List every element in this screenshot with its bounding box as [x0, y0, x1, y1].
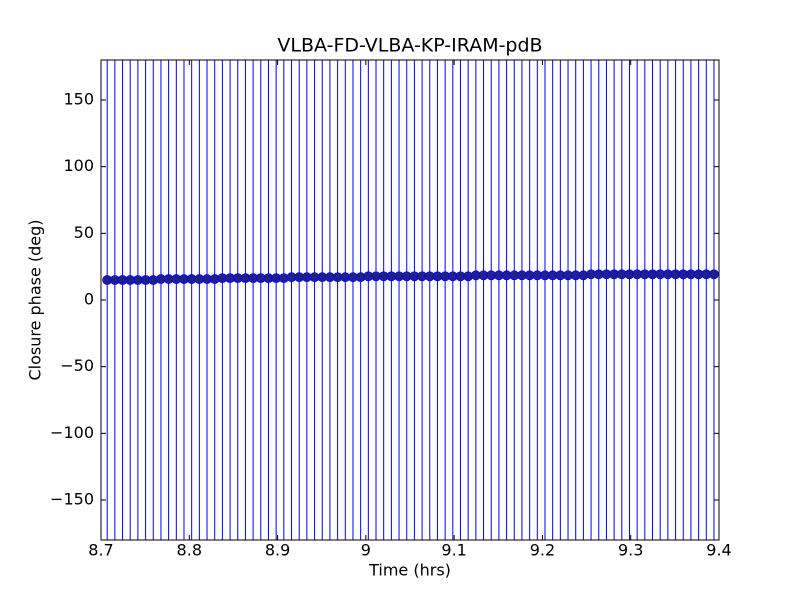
x-axis-label: Time (hrs) [368, 561, 451, 580]
plot-area [102, 60, 719, 540]
x-tick-label: 9.2 [530, 541, 555, 560]
x-tick-label: 9.3 [618, 541, 643, 560]
x-tick-label: 8.7 [88, 541, 113, 560]
x-tick-label: 9.1 [441, 541, 466, 560]
y-tick-label: 150 [63, 90, 94, 109]
y-tick-label: 0 [84, 290, 94, 309]
chart-title: VLBA-FD-VLBA-KP-IRAM-pdB [277, 35, 542, 57]
data-point [709, 269, 719, 280]
y-tick-label: 100 [63, 156, 94, 175]
y-tick-label: −50 [60, 356, 94, 375]
x-tick-label: 8.8 [177, 541, 202, 560]
x-tick-label: 8.9 [265, 541, 290, 560]
y-tick-label: −150 [50, 490, 94, 509]
x-tick-label: 9 [361, 541, 371, 560]
y-tick-label: 50 [74, 223, 94, 242]
x-tick-label: 9.4 [706, 541, 731, 560]
y-tick-label: −100 [50, 423, 94, 442]
plot-frame [100, 59, 720, 541]
y-axis-label: Closure phase (deg) [26, 219, 45, 380]
